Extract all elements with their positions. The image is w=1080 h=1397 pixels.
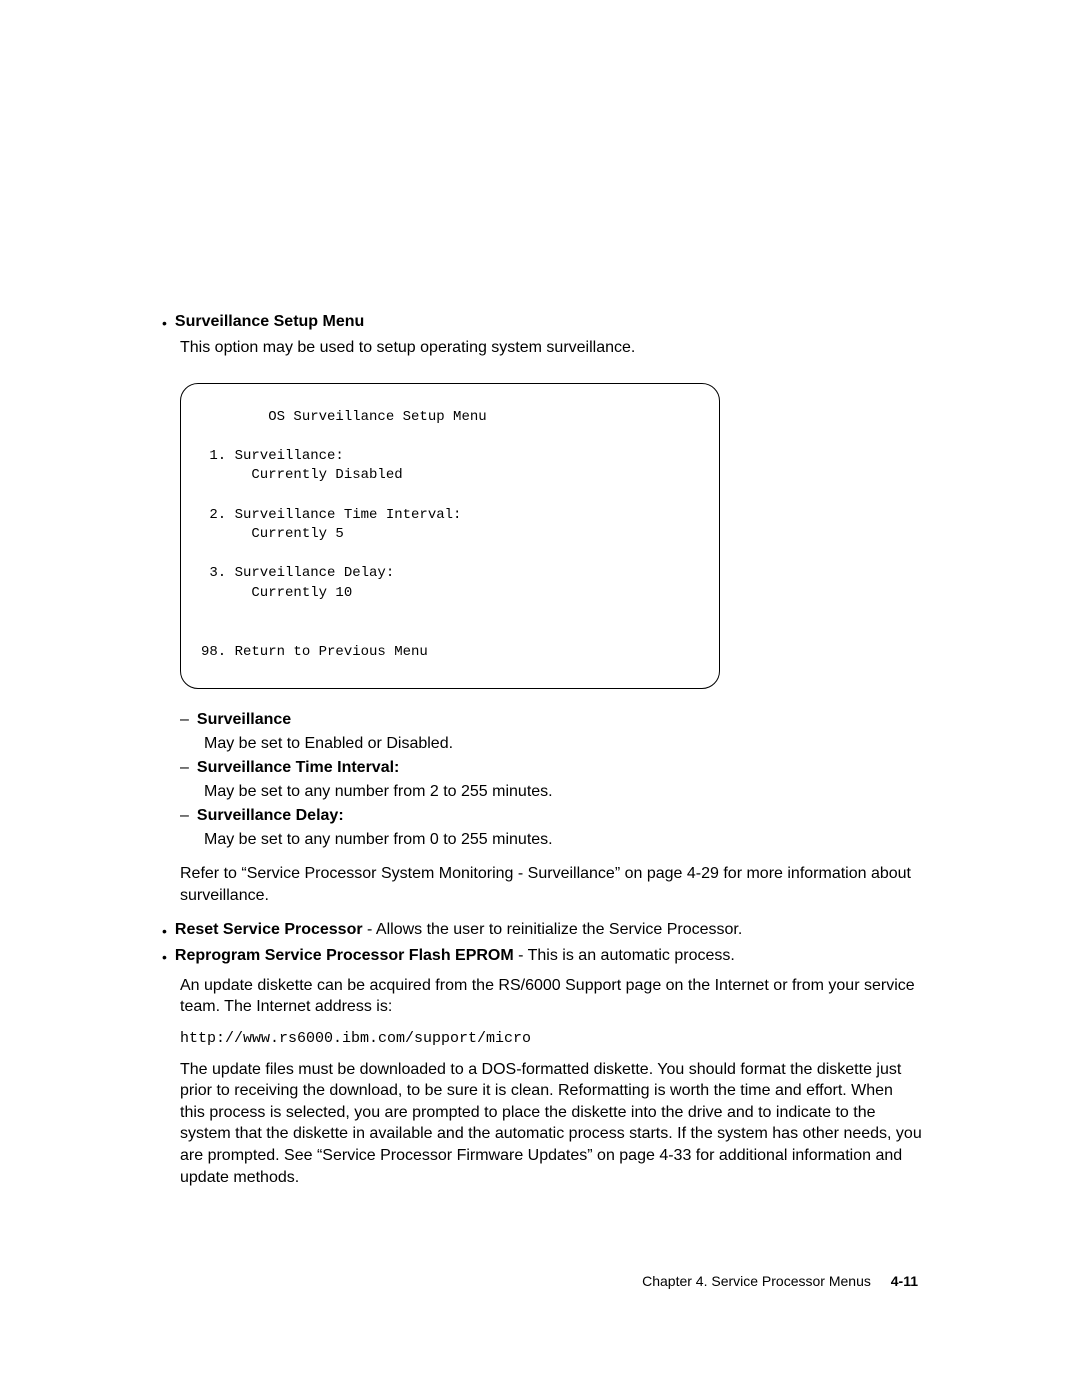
bullet-icon: • — [162, 315, 167, 331]
sub-title-time-interval: Surveillance Time Interval: — [197, 759, 399, 777]
page-content: • Surveillance Setup Menu This option ma… — [162, 313, 922, 1188]
surveillance-description: This option may be used to setup operati… — [180, 337, 922, 359]
footer-chapter: Chapter 4. Service Processor Menus — [642, 1273, 871, 1289]
sub-desc-surveillance: May be set to Enabled or Disabled. — [204, 735, 922, 753]
reprogram-item: • Reprogram Service Processor Flash EPRO… — [162, 947, 922, 965]
refer-text: Refer to “Service Processor System Monit… — [180, 863, 922, 906]
sub-title-surveillance: Surveillance — [197, 711, 291, 729]
menu-text: OS Surveillance Setup Menu 1. Surveillan… — [201, 408, 699, 663]
dash-icon: – — [180, 759, 189, 777]
reset-sp-item: • Reset Service Processor - Allows the u… — [162, 921, 922, 939]
sub-item-surveillance: – Surveillance May be set to Enabled or … — [180, 711, 922, 753]
sub-title-delay: Surveillance Delay: — [197, 807, 344, 825]
support-url: http://www.rs6000.ibm.com/support/micro — [180, 1030, 922, 1047]
page-footer: Chapter 4. Service Processor Menus 4-11 — [642, 1273, 918, 1289]
dash-icon: – — [180, 807, 189, 825]
reprogram-desc: - This is an automatic process. — [514, 947, 735, 964]
sub-item-time-interval: – Surveillance Time Interval: May be set… — [180, 759, 922, 801]
surveillance-setup-section: • Surveillance Setup Menu This option ma… — [162, 313, 922, 907]
os-surveillance-menu-box: OS Surveillance Setup Menu 1. Surveillan… — [180, 383, 720, 690]
bullet-icon: • — [162, 923, 167, 939]
reset-sp-title: Reset Service Processor — [175, 921, 363, 938]
reset-sp-line: Reset Service Processor - Allows the use… — [175, 921, 742, 939]
reprogram-title: Reprogram Service Processor Flash EPROM — [175, 947, 514, 964]
surveillance-sub-list: – Surveillance May be set to Enabled or … — [180, 711, 922, 849]
sub-desc-time-interval: May be set to any number from 2 to 255 m… — [204, 783, 922, 801]
bullet-icon: • — [162, 949, 167, 965]
sub-desc-delay: May be set to any number from 0 to 255 m… — [204, 831, 922, 849]
footer-page-number: 4-11 — [891, 1273, 918, 1289]
dash-icon: – — [180, 711, 189, 729]
surveillance-heading-line: • Surveillance Setup Menu — [162, 313, 922, 331]
reprogram-line: Reprogram Service Processor Flash EPROM … — [175, 947, 735, 965]
reprogram-para2: The update files must be downloaded to a… — [180, 1059, 922, 1189]
reprogram-para1: An update diskette can be acquired from … — [180, 975, 922, 1018]
reset-sp-desc: - Allows the user to reinitialize the Se… — [363, 921, 743, 938]
sub-item-delay: – Surveillance Delay: May be set to any … — [180, 807, 922, 849]
surveillance-heading: Surveillance Setup Menu — [175, 313, 364, 331]
